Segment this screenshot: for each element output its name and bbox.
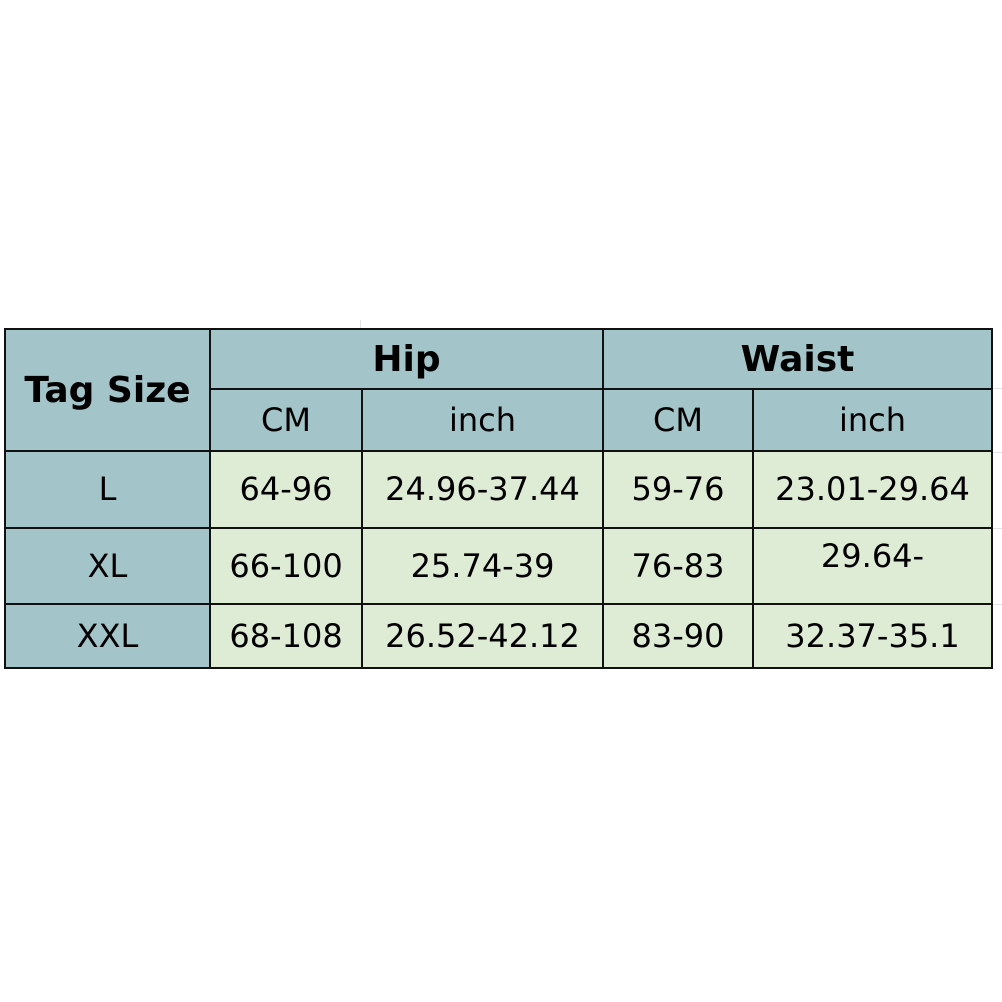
hip-cm-cell: 66-100 (209, 526, 363, 605)
hip-cm-header: CM (209, 388, 363, 453)
hip-cm-cell: 64-96 (209, 450, 363, 529)
spreadsheet-gridline (991, 528, 1002, 529)
spreadsheet-gridline (360, 320, 361, 328)
hip-cm-cell: 68-108 (209, 602, 363, 670)
hip-inch-cell: 24.96-37.44 (361, 450, 604, 529)
header-row-units: CM inch CM inch (5, 388, 994, 453)
spreadsheet-gridline (991, 604, 1002, 605)
waist-cm-cell: 76-83 (602, 526, 754, 605)
size-cell: XL (4, 526, 211, 605)
size-cell: XXL (4, 602, 211, 670)
waist-header: Waist (601, 327, 994, 391)
waist-cm-cell: 59-76 (602, 450, 754, 529)
spreadsheet-gridline (991, 452, 1002, 453)
size-chart-table: Tag Size Hip Waist CM inch CM inch L 64-… (4, 327, 994, 670)
waist-inch-cell: 23.01-29.64 (751, 450, 994, 529)
table-row: XL 66-100 25.74-39 76-83 29.64- (4, 526, 994, 605)
tag-size-header: Tag Size (4, 327, 211, 453)
size-cell: L (4, 450, 211, 529)
table-row: L 64-96 24.96-37.44 59-76 23.01-29.64 (4, 450, 994, 529)
header-row-groups: Tag Size Hip Waist (4, 327, 994, 453)
hip-header: Hip (209, 327, 604, 391)
hip-inch-cell: 26.52-42.12 (361, 602, 604, 670)
waist-cm-header: CM (602, 388, 754, 453)
hip-inch-cell: 25.74-39 (361, 526, 604, 605)
spreadsheet-gridline (991, 388, 1002, 389)
waist-cm-cell: 83-90 (602, 602, 754, 670)
table-row: XXL 68-108 26.52-42.12 83-90 32.37-35.1 (4, 602, 994, 670)
waist-inch-cell: 32.37-35.1 (751, 602, 994, 670)
waist-inch-header: inch (751, 388, 994, 453)
hip-inch-header: inch (361, 388, 604, 453)
waist-inch-cell: 29.64- (751, 526, 994, 605)
